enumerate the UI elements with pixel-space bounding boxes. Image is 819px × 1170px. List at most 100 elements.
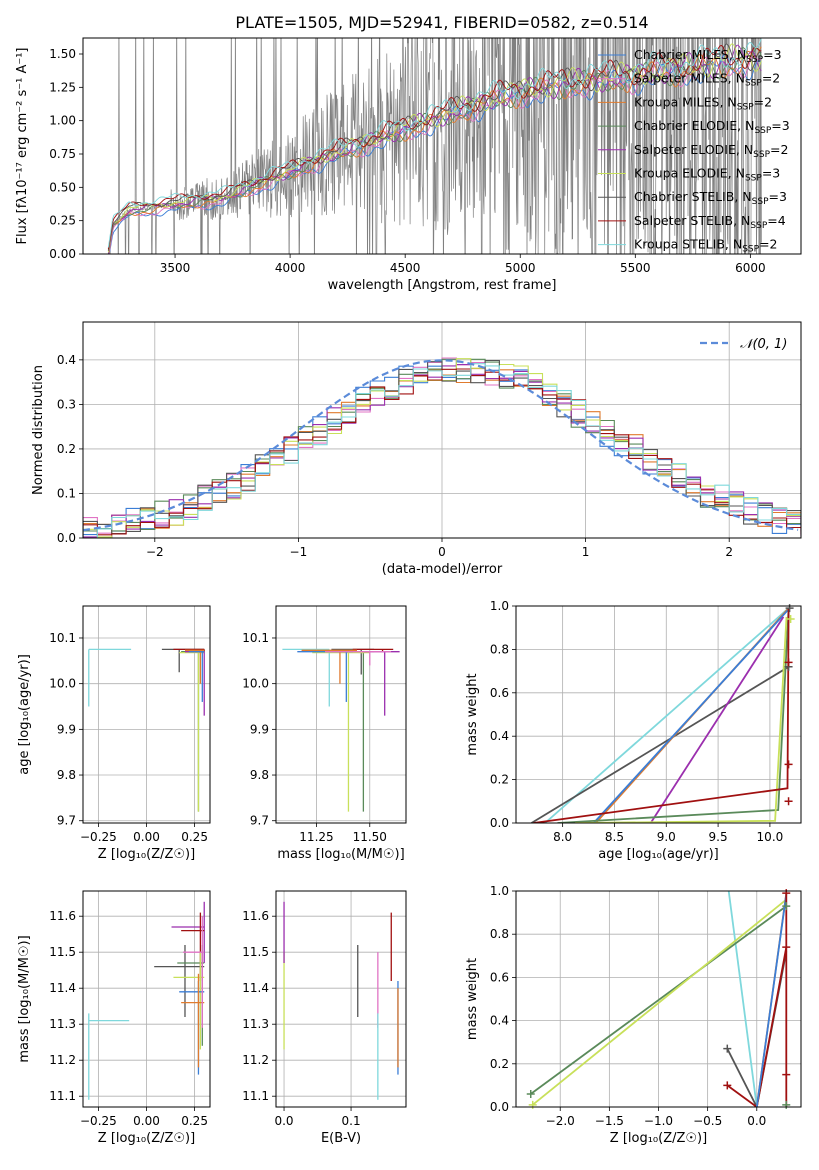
legend-label: Salpeter MILES, NSSP=2 (634, 71, 780, 89)
weight-vs-age-chart: 8.0 8.5 9.0 9.5 10.0 0.0 0.2 0.4 0.6 0.8 1.0 age [l… (465, 599, 802, 862)
plus-marker (784, 658, 793, 667)
residuals-plot-area (83, 357, 801, 538)
x-tick-label: −0.25 (80, 1114, 117, 1128)
y-tick-label: 9.7 (250, 814, 269, 828)
y-axis-label: mass weight (465, 673, 480, 755)
y-tick-label: 1.0 (490, 599, 509, 613)
x-tick-label: 10.0 (757, 830, 784, 844)
y-tick-label: 0.25 (49, 214, 76, 228)
x-tick-label: −2.0 (546, 1114, 575, 1128)
y-tick-label: 11.1 (242, 1089, 269, 1103)
y-tick-label: 10.1 (49, 631, 76, 645)
weight-line (575, 616, 788, 823)
x-tick-label: 9.0 (657, 830, 676, 844)
y-tick-label: 9.9 (250, 722, 269, 736)
model-line-salpeter-stelib (107, 44, 762, 250)
weight-line (544, 607, 790, 823)
figure-title: PLATE=1505, MJD=52941, FIBERID=0582, z=0… (235, 13, 648, 32)
y-tick-label: 11.5 (49, 945, 76, 959)
x-tick-label: 0.1 (342, 1114, 361, 1128)
legend-label: 𝒩(0, 1) (740, 337, 787, 352)
histogram-salpeter-stelib (83, 368, 801, 536)
axes-frame (515, 605, 802, 824)
x-tick-label: 4500 (390, 261, 421, 275)
y-tick-label: 11.4 (49, 981, 76, 995)
plus-marker (782, 1100, 791, 1109)
legend-label: Chabrier STELIB, NSSP=3 (634, 189, 787, 207)
x-tick-label: 9.5 (709, 830, 728, 844)
y-tick-label: 1.50 (49, 47, 76, 61)
legend-subscript: SSP (752, 197, 769, 207)
weight-line (649, 616, 785, 823)
legend-count: =2 (762, 71, 780, 86)
y-tick-label: 11.6 (49, 909, 76, 923)
legend-subscript: SSP (754, 126, 771, 136)
plus-marker (723, 1081, 732, 1090)
x-tick-label: 0.00 (133, 1114, 160, 1128)
x-tick-label: −0.25 (80, 830, 117, 844)
weight-vs-z-chart: −2.0 −1.5 −1.0 −0.5 0.0 0.0 0.2 0.4 0.6 0.8 1.0 Z [… (465, 884, 802, 1146)
y-tick-label: 0.2 (490, 773, 509, 787)
y-tick-label: 9.8 (57, 768, 76, 782)
y-tick-label: 11.2 (242, 1053, 269, 1067)
legend-subscript: SSP (753, 150, 770, 160)
x-axis-label: Z [log₁₀(Z/Z☉)] (98, 847, 195, 862)
y-tick-label: 9.7 (57, 814, 76, 828)
x-axis-label: wavelength [Angstrom, rest frame] (328, 278, 557, 293)
y-tick-label: 11.1 (49, 1089, 76, 1103)
y-tick-label: 11.5 (242, 945, 269, 959)
x-axis-label: E(B-V) (321, 1131, 361, 1146)
y-tick-label: 0.0 (57, 531, 76, 545)
x-tick-label: 0.0 (274, 1114, 293, 1128)
weight-line (531, 666, 790, 823)
weight-line (593, 608, 790, 823)
x-tick-label: 5000 (505, 261, 536, 275)
y-axis-label: mass [log₁₀(M/M☉)] (17, 935, 32, 1062)
plus-marker (784, 760, 793, 769)
x-tick-label: 8.0 (553, 830, 572, 844)
legend-subscript: SSP (737, 102, 754, 112)
x-axis-label: Z [log₁₀(Z/Z☉)] (98, 1131, 195, 1146)
axes-frame (82, 321, 802, 539)
y-tick-label: 0.6 (490, 970, 509, 984)
x-tick-label: −2 (146, 545, 164, 559)
x-tick-label: 0.0 (747, 1114, 766, 1128)
axes-frame (82, 605, 211, 824)
legend-label: Kroupa ELODIE, NSSP=3 (634, 166, 780, 184)
x-tick-label: 3500 (160, 261, 191, 275)
y-tick-label: 11.4 (242, 981, 269, 995)
y-tick-label: 0.3 (57, 397, 76, 411)
x-axis-label: (data-model)/error (382, 562, 503, 577)
y-axis-label: Normed distribution (31, 365, 46, 495)
y-tick-label: 1.0 (490, 884, 509, 898)
model-line-chabrier-stelib (107, 43, 762, 251)
y-tick-label: 11.3 (242, 1017, 269, 1031)
y-tick-label: 0.8 (490, 642, 509, 656)
x-axis-label: age [log₁₀(age/yr)] (598, 847, 719, 862)
x-tick-label: −1.0 (644, 1114, 673, 1128)
x-axis-label: Z [log₁₀(Z/Z☉)] (610, 1131, 707, 1146)
normal-curve (83, 359, 799, 532)
x-tick-label: 0.00 (133, 830, 160, 844)
x-tick-label: 1 (582, 545, 590, 559)
axes-frame (275, 890, 407, 1108)
mass-vs-z-chart: −0.25 0.00 0.25 11.1 11.2 11.3 11.4 11.5 11.6 Z [… (17, 890, 211, 1146)
y-tick-label: 10.0 (49, 677, 76, 691)
spectrum-legend: Chabrier MILES, NSSP=3 Salpeter MILES, NS… (598, 47, 790, 255)
legend-count: =3 (763, 47, 781, 62)
x-tick-label: 8.5 (605, 830, 624, 844)
y-tick-label: 11.2 (49, 1053, 76, 1067)
spectrum-chart: 3500 4000 4500 5000 5500 6000 0.00 0.25 0.50 0.75… (15, 37, 802, 293)
y-tick-label: 9.8 (250, 768, 269, 782)
plus-marker (782, 1070, 791, 1079)
x-tick-label: 0.25 (181, 830, 208, 844)
plus-marker (782, 943, 791, 952)
y-tick-label: 10.1 (242, 631, 269, 645)
x-tick-label: 0.25 (181, 1114, 208, 1128)
legend-count: =2 (770, 142, 788, 157)
y-tick-label: 0.4 (490, 1014, 509, 1028)
legend-count: =2 (754, 94, 772, 109)
age_vs_Z-plot-area (88, 648, 205, 812)
legend-count: =2 (759, 237, 777, 252)
legend-count: =3 (769, 189, 787, 204)
